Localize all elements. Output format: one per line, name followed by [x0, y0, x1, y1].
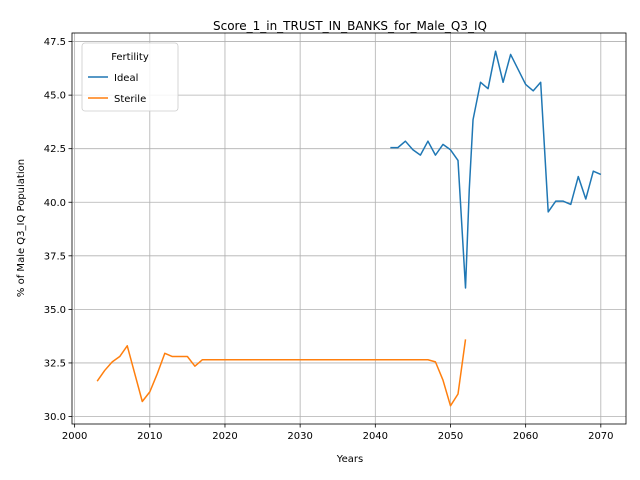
- x-tick-label: 2070: [588, 431, 613, 442]
- series-line-ideal: [390, 50, 602, 289]
- legend-label-ideal: Ideal: [114, 73, 138, 84]
- legend-title: Fertility: [111, 52, 149, 63]
- legend: Fertility Ideal Sterile: [81, 42, 179, 112]
- y-tick-label: 40.0: [44, 198, 66, 209]
- chart-title: Score_1_in_TRUST_IN_BANKS_for_Male_Q3_IQ: [213, 19, 487, 33]
- legend-label-sterile: Sterile: [114, 94, 146, 105]
- x-tick-label: 2050: [438, 431, 463, 442]
- axis-ticks: 2000 2010 2020 2030 2040 2050 2060 2070 30.0 32.5…: [44, 37, 614, 442]
- y-tick-label: 32.5: [44, 358, 66, 369]
- legend-box: [81, 42, 179, 112]
- x-tick-label: 2060: [513, 431, 538, 442]
- y-tick-label: 45.0: [44, 91, 66, 102]
- y-tick-label: 30.0: [44, 412, 66, 423]
- y-tick-label: 47.5: [44, 37, 66, 48]
- x-tick-label: 2010: [137, 431, 162, 442]
- plot-frame: [71, 32, 627, 425]
- y-tick-label: 35.0: [44, 305, 66, 316]
- y-tick-label: 42.5: [44, 144, 66, 155]
- x-tick-label: 2030: [287, 431, 312, 442]
- x-tick-label: 2020: [212, 431, 237, 442]
- series-line-sterile: [96, 339, 467, 407]
- y-axis-label: % of Male Q3_IQ Population: [16, 159, 27, 297]
- y-tick-label: 37.5: [44, 251, 66, 262]
- x-axis-label: Years: [336, 454, 363, 465]
- series-lines: [96, 50, 602, 407]
- x-tick-label: 2040: [363, 431, 388, 442]
- x-tick-label: 2000: [62, 431, 87, 442]
- grid: [72, 33, 626, 424]
